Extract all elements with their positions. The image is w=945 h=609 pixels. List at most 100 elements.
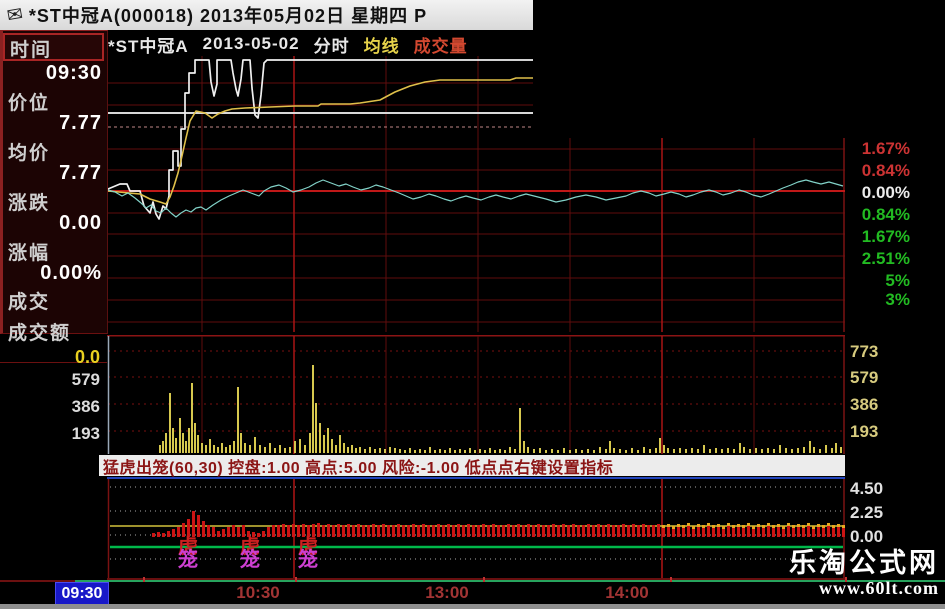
indicator-bar <box>612 525 615 537</box>
volume-bar <box>299 439 301 453</box>
indicator-header[interactable]: 猛虎出笼(60,30) 控盘:1.00 高点:5.00 风险:-1.00 低点点… <box>99 455 845 477</box>
vol-axis-left-tick: 193 <box>71 424 100 443</box>
bottom-scrollbar[interactable] <box>0 604 945 609</box>
volume-bar <box>679 448 681 453</box>
price-value: 7.77 <box>59 112 102 134</box>
volume-bar <box>514 449 516 453</box>
indicator-bar <box>692 526 695 537</box>
indicator-bar <box>157 532 160 537</box>
volume-bar <box>840 447 842 453</box>
indicator-bar <box>772 525 775 537</box>
volume-bar <box>533 449 535 453</box>
indicator-bar <box>507 524 510 537</box>
price-line <box>107 59 845 220</box>
period-label[interactable]: 分时 <box>313 36 350 56</box>
indicator-bar <box>752 526 755 537</box>
volume-bar <box>659 438 661 453</box>
indicator-bar <box>347 524 350 537</box>
indicator-bar <box>607 524 610 537</box>
time-tick <box>670 577 672 582</box>
indicator-bar <box>182 523 185 537</box>
cage-glyph: 笼 <box>298 549 318 571</box>
indicator-bar <box>747 523 750 537</box>
indicator-bar <box>297 525 300 537</box>
indicator-axis-tick: 2.25 <box>850 503 884 522</box>
indicator-bar-cap <box>672 526 675 529</box>
volume-bar <box>284 448 286 453</box>
indicator-bar <box>777 524 780 537</box>
volume-bar <box>319 423 321 453</box>
indicator-bar <box>542 525 545 537</box>
indicator-bar-cap <box>787 523 790 526</box>
indicator-bar <box>727 523 730 537</box>
indicator-bar <box>677 524 680 537</box>
volume-bar <box>364 449 366 453</box>
volume-bar <box>685 449 687 453</box>
indicator-bar <box>392 525 395 537</box>
indicator-bar <box>732 525 735 537</box>
volume-bar <box>233 441 235 453</box>
volume-bar <box>703 445 705 453</box>
axis-line-left <box>0 580 75 582</box>
indicator-bar <box>292 524 295 537</box>
indicator-bar <box>497 525 500 537</box>
indicator-bar <box>807 523 810 537</box>
volume-bar <box>663 445 665 453</box>
indicator-bar <box>812 526 815 537</box>
indicator-bar <box>357 524 360 537</box>
volume-bar <box>733 449 735 453</box>
volume-bar <box>384 449 386 453</box>
date-label: 2013-05-02 <box>202 34 300 53</box>
time-tick <box>483 577 485 582</box>
volume-bar <box>454 450 456 453</box>
volume-bar <box>359 447 361 453</box>
volume-bar <box>315 403 317 453</box>
indicator-bar <box>227 527 230 537</box>
vol-axis-right-tick: 193 <box>850 422 879 441</box>
indicator-bar <box>647 525 650 537</box>
indicator-bar <box>377 525 380 537</box>
volume-bar <box>504 450 506 453</box>
volume-bar <box>459 449 461 453</box>
indicator-bar <box>442 525 445 537</box>
indicator-bar-cap <box>837 524 840 527</box>
indicator-pane-chart[interactable] <box>107 477 845 580</box>
cage-glyph: 笼 <box>240 549 260 571</box>
volume-bar <box>499 449 501 453</box>
volume-bar <box>424 450 426 453</box>
volume-bar <box>179 418 181 453</box>
volume-bar <box>197 435 199 453</box>
volume-bar <box>414 450 416 453</box>
indicator-bar-cap <box>792 525 795 528</box>
price-pane-chart[interactable] <box>107 55 845 333</box>
indicator-bar <box>197 515 200 537</box>
volume-bar <box>619 449 621 453</box>
volume-bar <box>225 447 227 453</box>
volume-pane-chart[interactable] <box>107 335 845 455</box>
indicator-bar <box>152 533 155 537</box>
indicator-bar <box>822 525 825 537</box>
indicator-bar <box>447 524 450 537</box>
volume-bar <box>803 447 805 453</box>
time-selected-badge[interactable]: 09:30 <box>55 582 109 605</box>
indicator-bar <box>552 524 555 537</box>
indicator-bar <box>767 523 770 537</box>
volume-bar <box>369 447 371 453</box>
volume-bar <box>175 438 177 453</box>
volume-bar <box>323 435 325 453</box>
volume-bar <box>631 448 633 453</box>
volume-bar <box>727 448 729 453</box>
indicator-glyph: 虎笼 <box>178 537 198 570</box>
volume-bar <box>244 443 246 453</box>
indicator-bar <box>427 525 430 537</box>
indicator-bar <box>422 524 425 537</box>
volume-bar <box>389 447 391 453</box>
indicator-bar <box>697 524 700 537</box>
indicator-bar <box>467 524 470 537</box>
indicator-bar <box>242 525 245 537</box>
indicator-bar-cap <box>742 525 745 528</box>
volume-label[interactable]: 成交量 <box>413 36 468 56</box>
indicator-bar-cap <box>687 523 690 526</box>
ma-label[interactable]: 均线 <box>363 36 400 56</box>
indicator-bar <box>702 525 705 537</box>
